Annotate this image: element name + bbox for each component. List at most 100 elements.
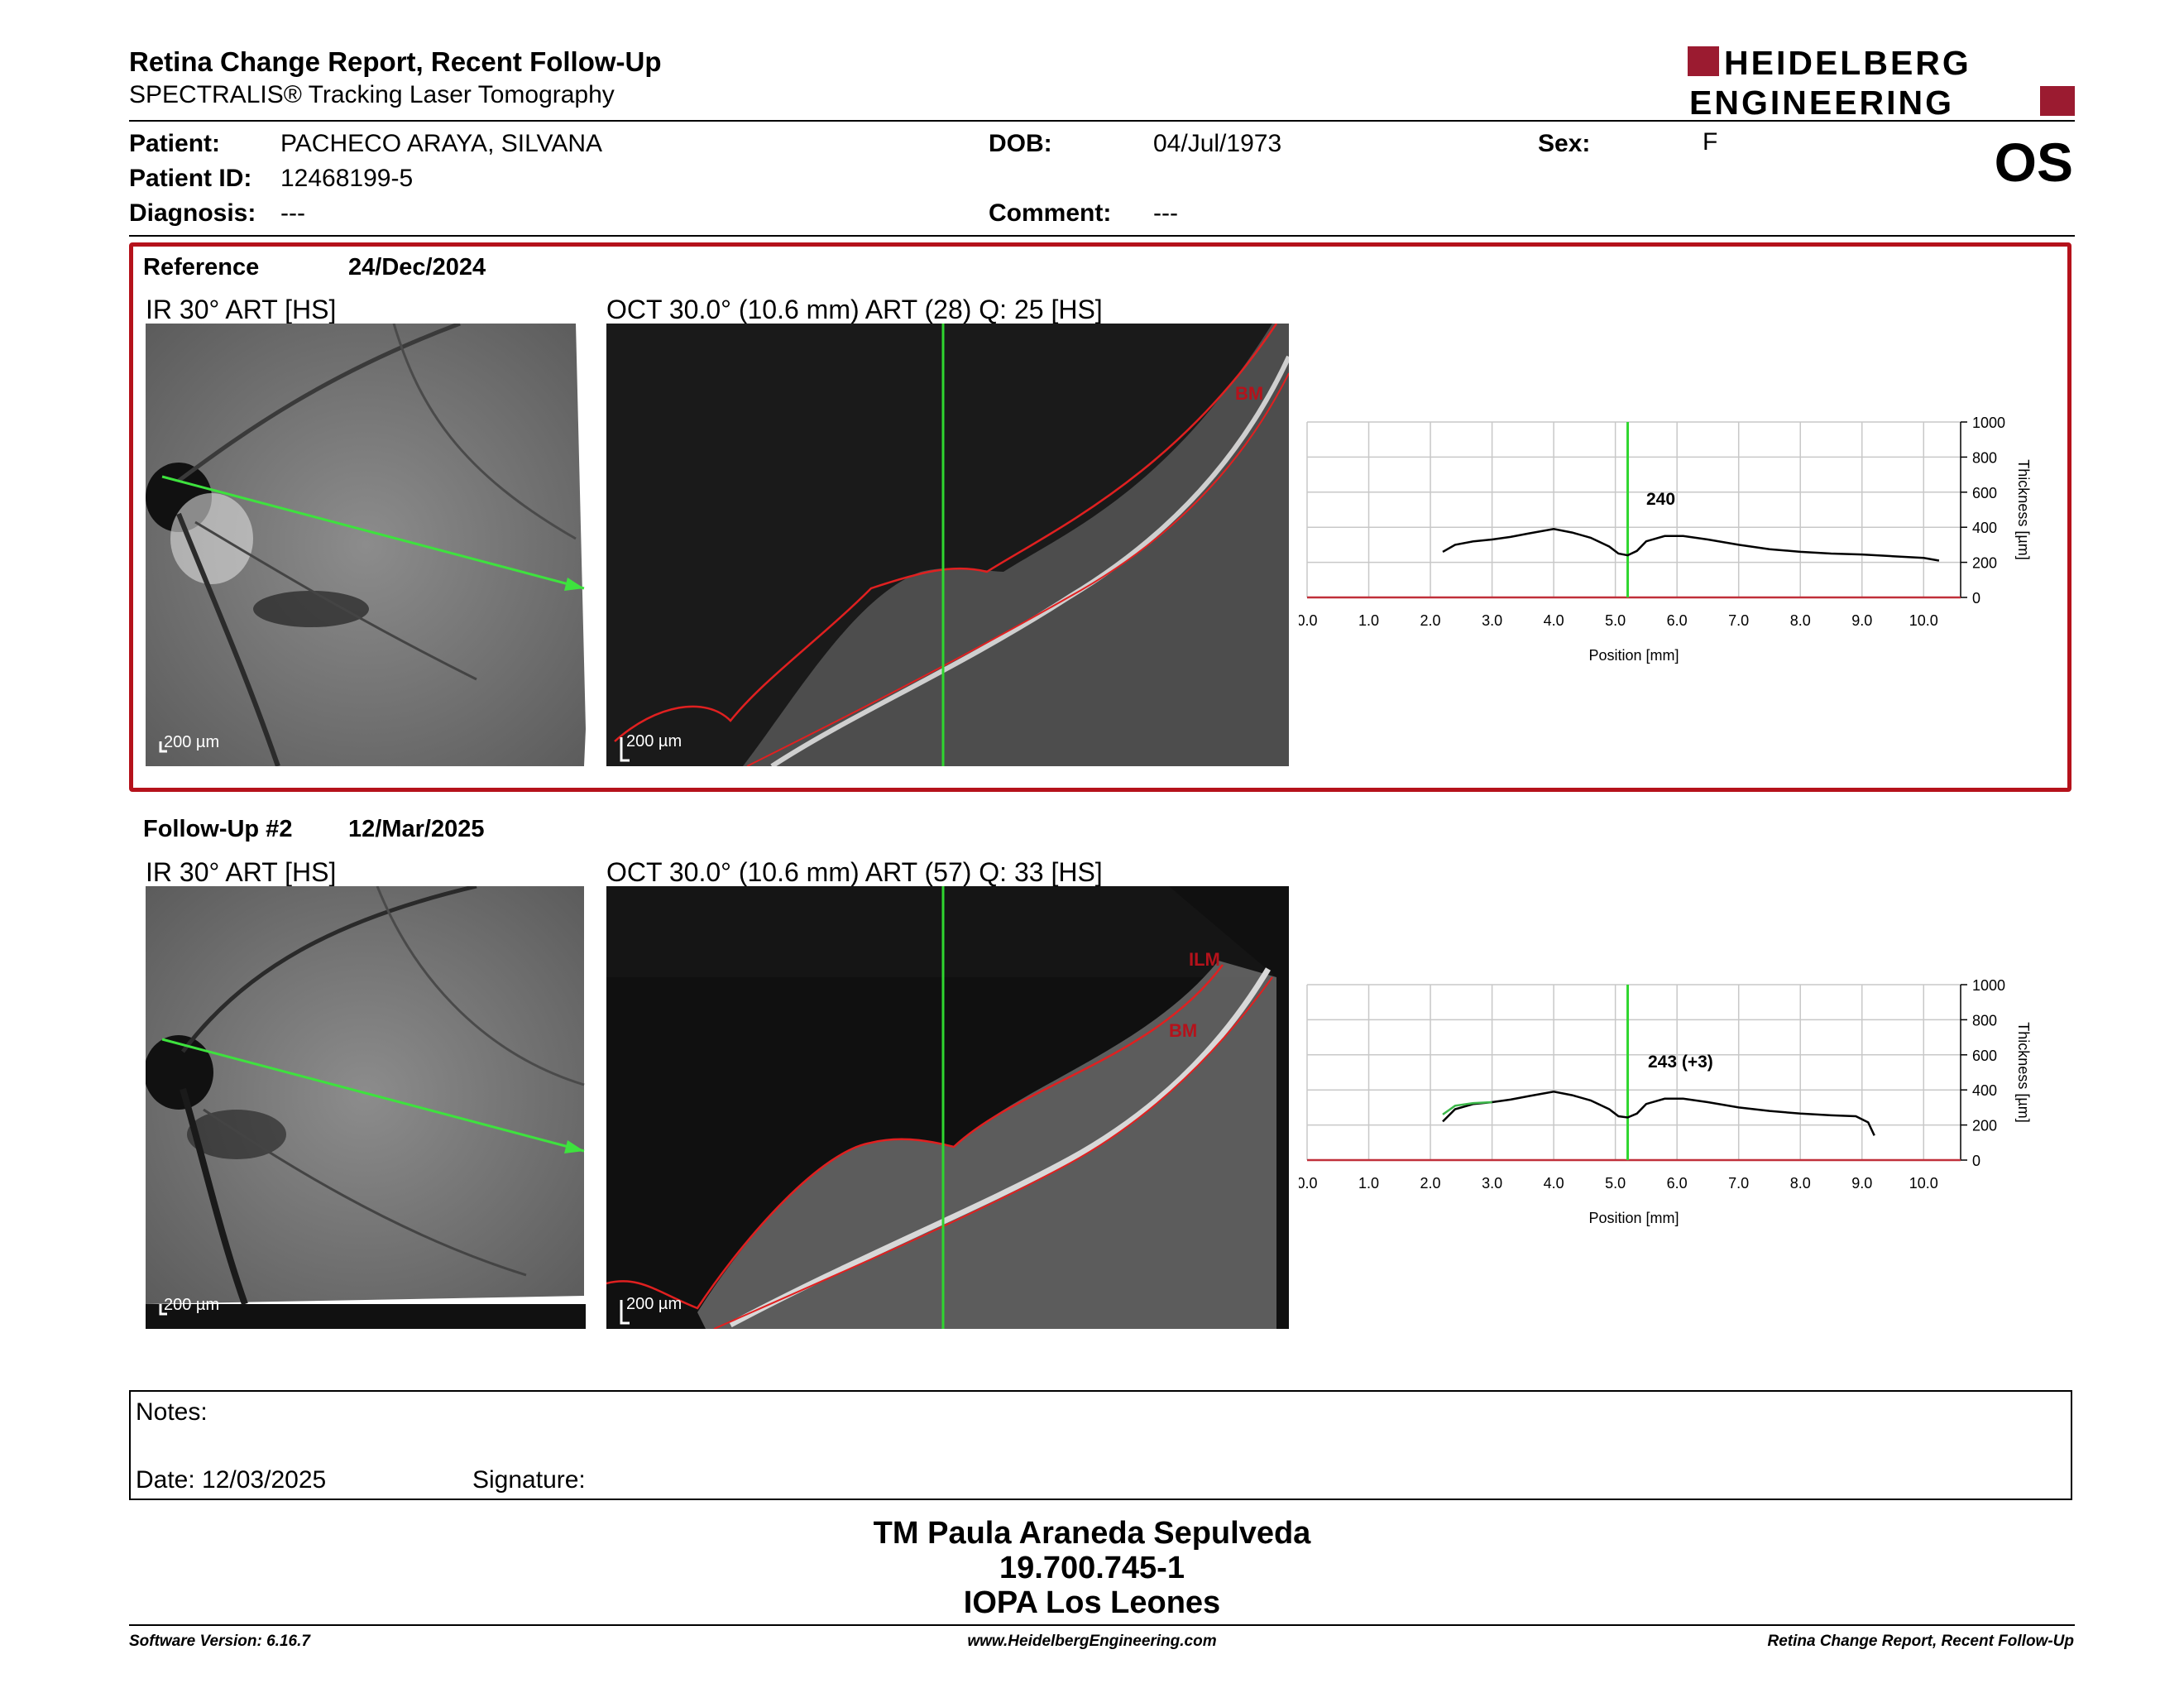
ilm-line: [606, 964, 1224, 1310]
eye-indicator: OS: [1994, 132, 2073, 193]
x-tick-label: 2.0: [1420, 1175, 1441, 1192]
followup-oct-label: OCT 30.0° (10.6 mm) ART (57) Q: 33 [HS]: [606, 857, 1103, 887]
sex-value: F: [1703, 128, 1718, 156]
footer-divider: [129, 1624, 2075, 1626]
notes-date: Date: 12/03/2025: [136, 1466, 327, 1494]
x-tick-label: 10.0: [1909, 612, 1938, 629]
patient-id: 12468199-5: [280, 165, 414, 192]
x-tick-label: 10.0: [1909, 1175, 1938, 1192]
y-tick-label: 600: [1972, 1048, 1997, 1064]
heidelberg-logo: HEIDELBERG ENGINEERING: [1688, 45, 2075, 117]
x-tick-label: 0.0: [1299, 612, 1318, 629]
footer-website[interactable]: www.HeidelbergEngineering.com: [967, 1633, 1217, 1650]
ir-scale-label: 200 µm: [164, 733, 219, 751]
header-divider: [129, 120, 2075, 122]
notes-box[interactable]: [129, 1390, 2072, 1500]
logo-block-bottom: [2040, 86, 2075, 116]
scan-line: [161, 1038, 585, 1153]
signature-label: Signature:: [472, 1466, 586, 1494]
bm-line: [746, 372, 1289, 766]
thickness-series-0: [1442, 528, 1940, 562]
x-tick-label: 1.0: [1358, 612, 1379, 629]
scan-arrow: [564, 578, 584, 591]
reference-oct-label: OCT 30.0° (10.6 mm) ART (28) Q: 25 [HS]: [606, 295, 1103, 324]
y-tick-label: 200: [1972, 555, 1997, 572]
report-title: Retina Change Report, Recent Follow-Up: [129, 46, 662, 77]
footer-report: Retina Change Report, Recent Follow-Up: [1767, 1633, 2074, 1650]
scan-line: [161, 475, 585, 590]
logo-text-1: HEIDELBERG: [1724, 45, 1971, 82]
x-tick-label: 9.0: [1851, 1175, 1872, 1192]
x-tick-label: 6.0: [1667, 612, 1688, 629]
reference-label: Reference: [143, 254, 260, 281]
diagnosis-value: ---: [280, 199, 305, 227]
followup-thickness-value: 243 (+3): [1648, 1053, 1713, 1072]
comment-value: ---: [1153, 199, 1178, 227]
signer-name: TM Paula Araneda Sepulveda: [873, 1516, 1311, 1551]
ilm-label: ILM: [1189, 949, 1220, 970]
logo-block-top: [1688, 46, 1719, 76]
ir-scale-label: 200 µm: [164, 1296, 219, 1314]
x-tick-label: 6.0: [1667, 1175, 1688, 1192]
bm-label: BM: [1235, 383, 1263, 404]
x-tick-label: 7.0: [1728, 1175, 1749, 1192]
followup-date: 12/Mar/2025: [348, 816, 485, 842]
y-tick-label: 800: [1972, 1012, 1997, 1029]
comment-label: Comment:: [989, 199, 1112, 227]
x-tick-label: 8.0: [1790, 612, 1811, 629]
followup-label: Follow-Up #2: [143, 816, 293, 842]
oct-scale-bar: [620, 737, 630, 762]
y-tick-label: 800: [1972, 449, 1997, 466]
patient-label: Patient:: [129, 130, 221, 157]
scan-arrow: [564, 1140, 584, 1153]
y-axis-label: Thickness [µm]: [2015, 459, 2032, 559]
dob-label: DOB:: [989, 130, 1052, 157]
oct-scale-bar: [620, 1300, 630, 1325]
y-axis-label: Thickness [µm]: [2015, 1022, 2032, 1122]
x-tick-label: 3.0: [1482, 1175, 1502, 1192]
scale-bar: [159, 741, 167, 753]
oct-scale-label: 200 µm: [626, 1295, 682, 1313]
patient-divider: [129, 235, 2075, 237]
x-tick-label: 5.0: [1605, 1175, 1626, 1192]
report-subtitle: SPECTRALIS® Tracking Laser Tomography: [129, 81, 615, 108]
reference-thickness-value: 240: [1646, 490, 1676, 509]
bm-label: BM: [1169, 1020, 1197, 1041]
reference-ir-image: 200 µm: [146, 324, 586, 766]
x-tick-label: 4.0: [1544, 612, 1564, 629]
followup-ir-image: 200 µm: [146, 886, 586, 1329]
x-tick-label: 2.0: [1420, 612, 1441, 629]
y-tick-label: 1000: [1972, 977, 2005, 994]
y-tick-label: 400: [1972, 520, 1997, 536]
reference-frame: [129, 242, 2071, 792]
y-tick-label: 200: [1972, 1118, 1997, 1134]
followup-ir-label: IR 30° ART [HS]: [146, 857, 337, 887]
y-tick-label: 0: [1972, 1153, 1980, 1169]
x-axis-label: Position [mm]: [1588, 647, 1679, 664]
logo-text-2: ENGINEERING: [1689, 84, 1954, 117]
x-tick-label: 7.0: [1728, 612, 1749, 629]
footer-software: Software Version: 6.16.7: [129, 1633, 310, 1650]
x-tick-label: 5.0: [1605, 612, 1626, 629]
y-tick-label: 1000: [1972, 415, 2005, 431]
y-tick-label: 0: [1972, 590, 1980, 607]
patient-name: PACHECO ARAYA, SILVANA: [280, 130, 603, 157]
reference-oct-scan: BM 200 µm: [606, 324, 1289, 766]
optic-disc: [146, 1035, 213, 1110]
scale-bar: [159, 1304, 167, 1316]
signer-institution: IOPA Los Leones: [963, 1585, 1221, 1620]
x-tick-label: 3.0: [1482, 612, 1502, 629]
x-tick-label: 1.0: [1358, 1175, 1379, 1192]
x-tick-label: 9.0: [1851, 612, 1872, 629]
thickness-series-1: [1442, 1101, 1492, 1115]
x-axis-label: Position [mm]: [1588, 1210, 1679, 1226]
dob-value: 04/Jul/1973: [1153, 130, 1282, 157]
y-tick-label: 600: [1972, 485, 1997, 501]
reference-date: 24/Dec/2024: [348, 254, 486, 281]
patient-id-label: Patient ID:: [129, 165, 252, 192]
macula-shadow: [253, 591, 369, 627]
ilm-line: [614, 324, 1278, 742]
sex-label: Sex:: [1538, 130, 1591, 157]
x-tick-label: 4.0: [1544, 1175, 1564, 1192]
bm-line: [713, 976, 1273, 1329]
